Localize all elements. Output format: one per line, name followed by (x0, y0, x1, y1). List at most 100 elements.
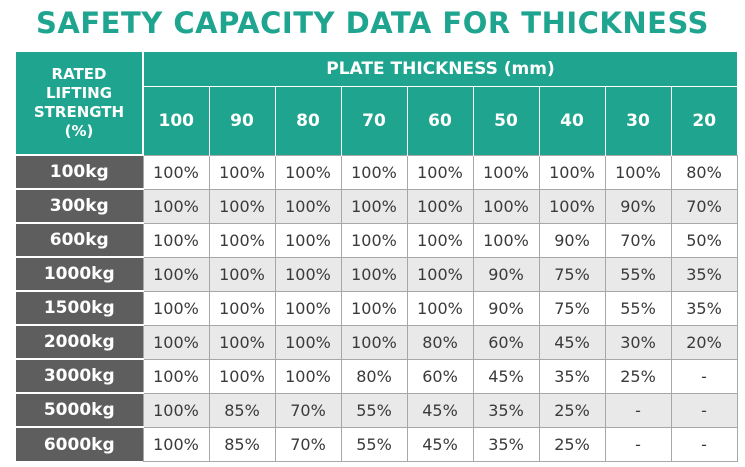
capacity-cell: 25% (538, 392, 606, 428)
capacity-cell: 100% (142, 188, 210, 224)
thickness-header-cell: 70 (340, 86, 407, 155)
capacity-cell: 100% (472, 188, 540, 224)
capacity-cell: 100% (340, 256, 408, 292)
capacity-cell: 100% (274, 154, 342, 190)
capacity-cell: 100% (142, 324, 210, 360)
capacity-cell: 80% (340, 358, 408, 394)
thickness-header-cell: 80 (274, 86, 341, 155)
capacity-cell: 100% (142, 426, 210, 462)
table-row: 1500kg 100% 100% 100% 100% 100% 90% 75% 55% 35% (16, 290, 738, 326)
capacity-cell: 100% (208, 154, 276, 190)
capacity-cell: - (670, 392, 738, 428)
capacity-cell: 90% (472, 256, 540, 292)
capacity-cell: 100% (274, 290, 342, 326)
capacity-cell: 100% (142, 154, 210, 190)
capacity-cell: 70% (274, 392, 342, 428)
capacity-cell: 70% (604, 222, 672, 258)
capacity-cell: 85% (208, 392, 276, 428)
capacity-cell: 80% (406, 324, 474, 360)
table-row: 5000kg 100% 85% 70% 55% 45% 35% 25% - - (16, 392, 738, 428)
row-label-cell: 3000kg (16, 358, 143, 393)
thickness-header-cell: 20 (670, 86, 738, 155)
capacity-cell: 70% (274, 426, 342, 462)
capacity-cell: 60% (406, 358, 474, 394)
capacity-cell: 30% (604, 324, 672, 360)
thickness-header-cell: 60 (406, 86, 473, 155)
table-row: 6000kg 100% 85% 70% 55% 45% 35% 25% - - (16, 426, 738, 462)
capacity-cell: 55% (340, 426, 408, 462)
capacity-cell: 55% (604, 290, 672, 326)
capacity-cell: 80% (670, 154, 738, 190)
capacity-cell: 100% (142, 222, 210, 258)
capacity-cell: 100% (472, 154, 540, 190)
page-title: SAFETY CAPACITY DATA FOR THICKNESS (36, 6, 709, 40)
capacity-cell: 55% (340, 392, 408, 428)
capacity-cell: 45% (406, 426, 474, 462)
capacity-cell: 100% (208, 358, 276, 394)
capacity-cell: 35% (538, 358, 606, 394)
capacity-cell: 100% (340, 324, 408, 360)
table-row: 100kg 100% 100% 100% 100% 100% 100% 100% 100% 80% (16, 154, 738, 190)
capacity-cell: 100% (340, 188, 408, 224)
capacity-cell: 100% (208, 290, 276, 326)
rated-header-line: LIFTING (45, 84, 113, 102)
table-row: 1000kg 100% 100% 100% 100% 100% 90% 75% 55% 35% (16, 256, 738, 292)
capacity-cell: 100% (208, 256, 276, 292)
row-label-cell: 6000kg (16, 426, 143, 461)
table-row: 3000kg 100% 100% 100% 80% 60% 45% 35% 25% - (16, 358, 738, 394)
capacity-cell: 35% (670, 256, 738, 292)
rated-header-line: STRENGTH (33, 103, 125, 121)
capacity-cell: 100% (208, 324, 276, 360)
thickness-header-cell: 50 (472, 86, 539, 155)
capacity-cell: 100% (538, 188, 606, 224)
capacity-cell: 75% (538, 256, 606, 292)
row-label-cell: 1000kg (16, 256, 143, 291)
table-row: 2000kg 100% 100% 100% 100% 80% 60% 45% 30% 20% (16, 324, 738, 360)
capacity-cell: 35% (472, 426, 540, 462)
capacity-cell: - (670, 426, 738, 462)
capacity-cell: 75% (538, 290, 606, 326)
thickness-header-cell: 100 (142, 86, 209, 155)
capacity-cell: - (604, 392, 672, 428)
capacity-cell: 45% (406, 392, 474, 428)
capacity-cell: 100% (604, 154, 672, 190)
capacity-cell: 70% (670, 188, 738, 224)
row-label-cell: 600kg (16, 222, 143, 257)
capacity-cell: 100% (274, 324, 342, 360)
capacity-cell: 35% (472, 392, 540, 428)
row-label-cell: 300kg (16, 188, 143, 223)
capacity-cell: 100% (142, 290, 210, 326)
row-label-cell: 5000kg (16, 392, 143, 427)
capacity-cell: 35% (670, 290, 738, 326)
capacity-cell: 25% (604, 358, 672, 394)
thickness-header-cell: 90 (208, 86, 275, 155)
capacity-cell: 90% (538, 222, 606, 258)
row-label-cell: 1500kg (16, 290, 143, 325)
capacity-cell: 85% (208, 426, 276, 462)
capacity-cell: 100% (406, 290, 474, 326)
plate-thickness-header: PLATE THICKNESS (mm) (143, 52, 738, 88)
capacity-cell: 100% (142, 392, 210, 428)
capacity-table: RATED LIFTING STRENGTH (%) PLATE THICKNE… (16, 52, 738, 462)
capacity-cell: 45% (538, 324, 606, 360)
capacity-cell: 60% (472, 324, 540, 360)
capacity-cell: 100% (406, 222, 474, 258)
capacity-cell: 100% (340, 222, 408, 258)
thickness-header-cell: 40 (538, 86, 605, 155)
row-label-cell: 100kg (16, 154, 143, 189)
capacity-cell: 45% (472, 358, 540, 394)
capacity-cell: 100% (538, 154, 606, 190)
capacity-cell: 25% (538, 426, 606, 462)
capacity-cell: 100% (340, 290, 408, 326)
row-label-cell: 2000kg (16, 324, 143, 359)
capacity-cell: 100% (340, 154, 408, 190)
capacity-cell: 100% (274, 256, 342, 292)
rated-header-line: (%) (64, 122, 94, 140)
capacity-cell: 100% (274, 188, 342, 224)
thickness-header-cell: 30 (604, 86, 671, 155)
capacity-cell: 90% (472, 290, 540, 326)
capacity-cell: 55% (604, 256, 672, 292)
capacity-cell: - (604, 426, 672, 462)
capacity-cell: 100% (274, 222, 342, 258)
capacity-cell: 100% (406, 154, 474, 190)
